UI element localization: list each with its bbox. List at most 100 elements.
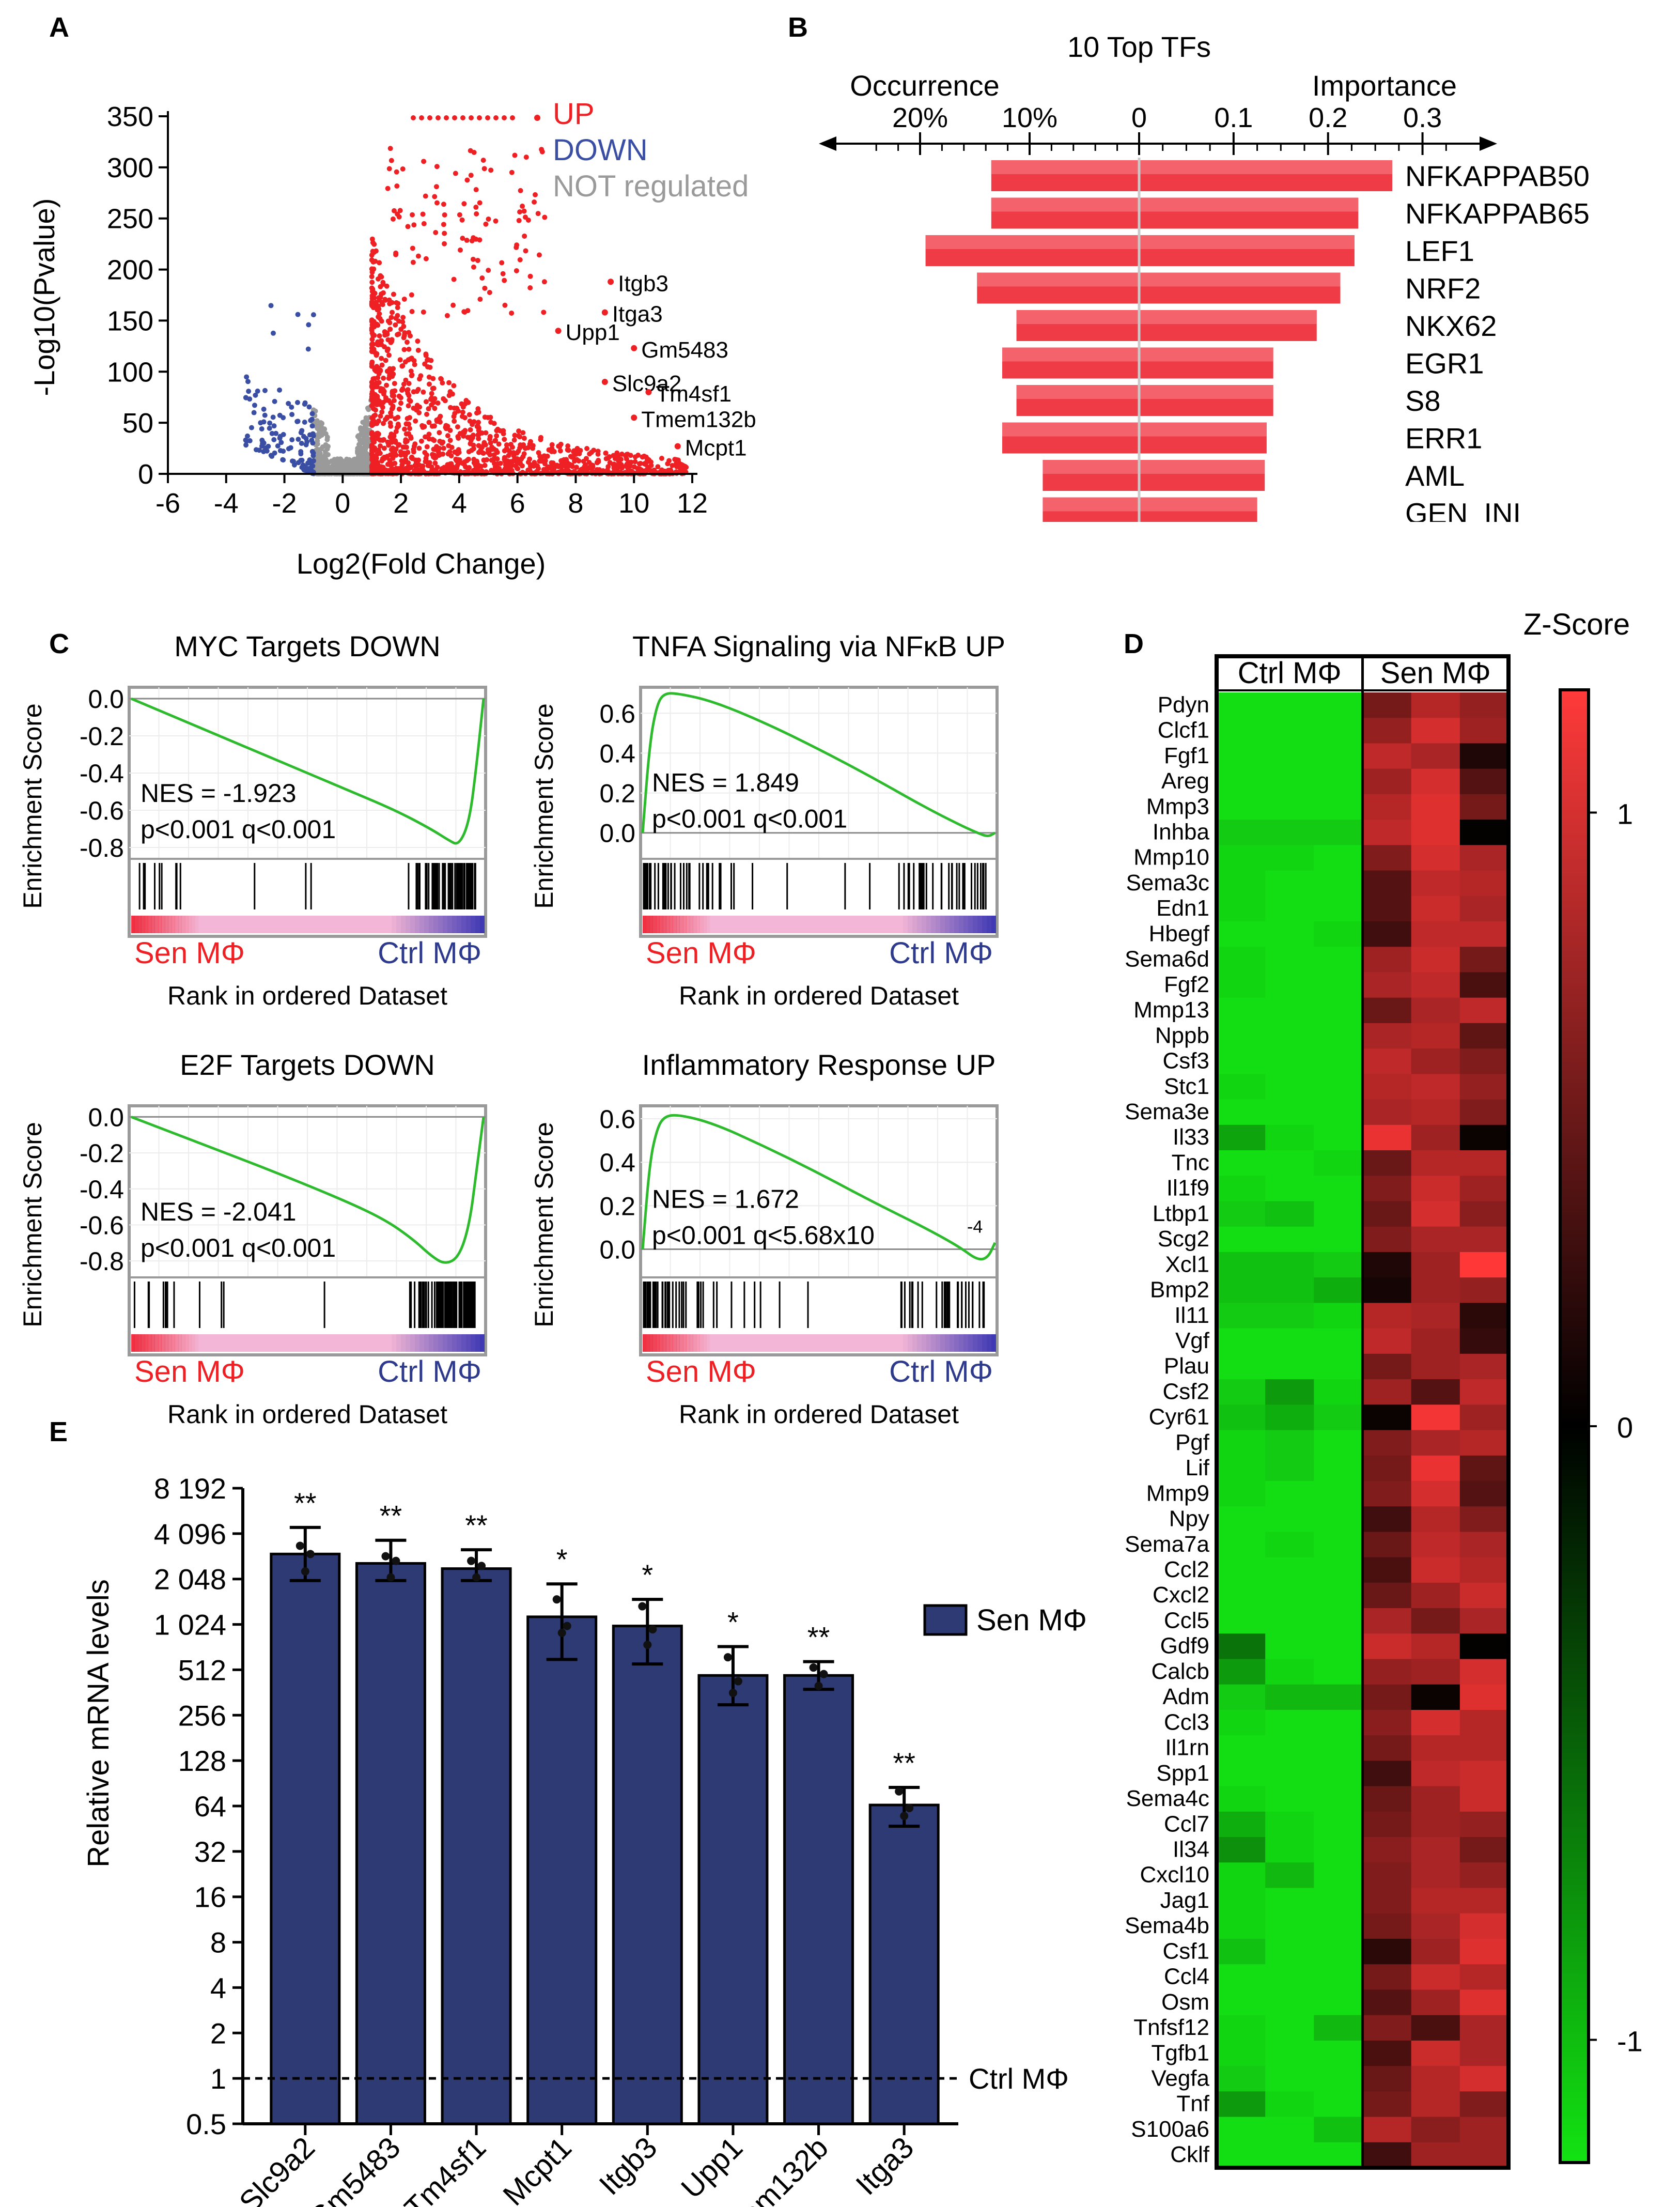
- pq-text: p<0.001 q<5.68x10: [652, 1221, 875, 1250]
- point-down: [280, 457, 286, 462]
- rank-gradient-blue: [987, 1334, 991, 1352]
- annotated-point: [674, 443, 681, 450]
- gene-label: Sema4b: [1125, 1913, 1209, 1938]
- point-down: [267, 420, 273, 426]
- mrna-bar: [868, 1803, 940, 2125]
- point-up: [414, 403, 420, 408]
- heatmap-cell: [1362, 1099, 1412, 1125]
- heatmap-cell: [1362, 947, 1412, 973]
- point-up: [435, 450, 441, 455]
- heatmap-cell: [1411, 1405, 1460, 1431]
- gene-label: Jag1: [1160, 1888, 1209, 1913]
- point-up: [515, 466, 521, 472]
- heatmap-cell: [1217, 2015, 1266, 2041]
- heatmap-cell: [1217, 743, 1266, 769]
- point-up: [377, 260, 382, 266]
- rank-gradient-red: [643, 1334, 646, 1352]
- point-up: [432, 194, 438, 199]
- point-up: [441, 396, 446, 402]
- heatmap-cell: [1265, 1608, 1314, 1634]
- rank-gradient-red: [158, 1334, 162, 1352]
- point-up: [419, 115, 424, 120]
- heatmap-cell: [1265, 2117, 1314, 2143]
- rank-gradient-red: [656, 916, 660, 933]
- heatmap-cell: [1362, 972, 1412, 998]
- point-up: [479, 275, 485, 281]
- gene-label: Il34: [1173, 1836, 1209, 1862]
- heatmap-cell: [1314, 921, 1363, 947]
- rank-gradient-blue: [917, 1334, 922, 1352]
- point-up: [397, 357, 403, 363]
- point-up: [464, 177, 470, 183]
- heatmap-cell: [1217, 2117, 1266, 2143]
- heatmap-cell: [1265, 820, 1314, 845]
- heatmap-cell: [1314, 1048, 1363, 1074]
- x-tick-label: 12: [677, 488, 708, 519]
- rank-gradient-blue: [954, 916, 959, 933]
- heatmap-cell: [1362, 1150, 1412, 1176]
- point-not-regulated: [351, 458, 357, 464]
- importance-bar-highlight: [1139, 347, 1273, 362]
- rank-gradient-blue: [908, 916, 912, 933]
- point-up: [517, 257, 523, 263]
- point-up: [375, 459, 380, 465]
- gene-label: Plau: [1164, 1353, 1209, 1379]
- point-up: [387, 420, 393, 426]
- tf-label: NFKAPPAB65: [1405, 197, 1590, 230]
- rank-gradient-blue: [922, 916, 926, 933]
- heatmap-cell: [1265, 1761, 1314, 1787]
- heatmap-cell: [1362, 921, 1412, 947]
- point-up: [611, 462, 616, 468]
- point-up: [388, 400, 394, 406]
- y-tick-label: 128: [178, 1745, 226, 1777]
- heatmap-cell: [1265, 1303, 1314, 1329]
- gene-hits: [138, 863, 476, 909]
- occurrence-tick-label: 10%: [1002, 102, 1057, 133]
- heatmap-cell: [1217, 1023, 1266, 1049]
- point-up: [434, 417, 440, 423]
- point-up: [423, 256, 429, 261]
- rank-gradient-blue: [950, 916, 954, 933]
- point-not-regulated: [357, 444, 363, 450]
- enrichment-curve: [641, 1114, 997, 1261]
- point-up: [538, 435, 543, 440]
- heatmap-cell: [1411, 1226, 1460, 1253]
- occurrence-bar-highlight: [977, 272, 1139, 287]
- point-up: [426, 406, 431, 412]
- rank-gradient-blue: [977, 916, 982, 933]
- rank-gradient-blue: [475, 1334, 480, 1352]
- point-not-regulated: [324, 446, 330, 452]
- y-tick-label: 2 048: [154, 1563, 226, 1596]
- point-up: [412, 362, 417, 367]
- point-down: [251, 410, 257, 415]
- gene-label: Osm: [1161, 1989, 1209, 2015]
- point-down: [263, 445, 269, 451]
- heatmap-cell: [1217, 1176, 1266, 1202]
- point-up: [670, 462, 675, 468]
- point-up: [369, 394, 375, 399]
- point-down: [295, 312, 301, 317]
- rank-gradient-blue: [443, 916, 447, 933]
- point-up: [460, 115, 465, 120]
- replicate-point: [467, 1556, 476, 1565]
- heatmap-cell: [1459, 1735, 1509, 1762]
- rank-gradient-red: [154, 916, 159, 933]
- heatmap-cell: [1362, 1913, 1412, 1939]
- point-up: [375, 393, 380, 399]
- heatmap-cell: [1217, 1353, 1266, 1380]
- gene-label: Ccl2: [1164, 1557, 1209, 1582]
- rank-gradient-blue: [461, 916, 466, 933]
- baseline-label: Ctrl MΦ: [969, 2062, 1069, 2095]
- point-up: [655, 464, 661, 470]
- heatmap-cell: [1362, 997, 1412, 1024]
- rank-gradient-blue: [466, 916, 471, 933]
- point-up: [411, 222, 417, 228]
- gsea-y-label: Enrichment Score: [530, 703, 558, 908]
- point-up: [388, 315, 394, 320]
- heatmap-cell: [1314, 1761, 1363, 1787]
- heatmap-cell: [1217, 2040, 1266, 2066]
- tf-axis-arrow-right: [1480, 136, 1497, 151]
- heatmap-cell: [1314, 1379, 1363, 1405]
- point-not-regulated: [315, 426, 320, 431]
- heatmap-cell: [1411, 845, 1460, 871]
